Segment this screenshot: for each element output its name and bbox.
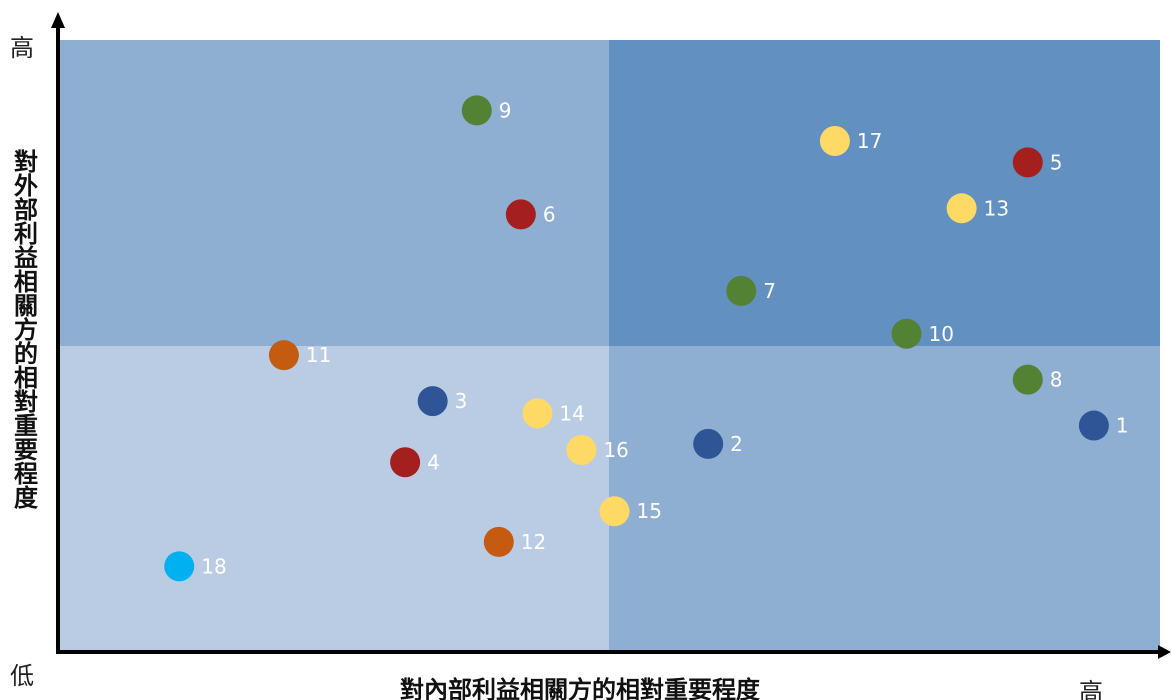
quadrant-top-left [58, 40, 609, 346]
point-marker [390, 447, 420, 477]
data-point-1: 1 [1079, 411, 1129, 441]
point-label: 4 [427, 450, 440, 474]
data-point-5: 5 [1013, 147, 1063, 177]
y-axis-arrow-icon [51, 12, 65, 28]
x-axis-arrow-icon [1158, 645, 1171, 659]
point-marker [1013, 147, 1043, 177]
quadrant-bottom-right [609, 346, 1160, 652]
point-label: 9 [499, 98, 512, 122]
point-marker [1013, 365, 1043, 395]
point-marker [726, 276, 756, 306]
point-marker [566, 435, 596, 465]
y-axis-low-label: 低 [10, 662, 34, 690]
point-marker [1079, 411, 1109, 441]
point-marker [892, 319, 922, 349]
point-label: 16 [603, 438, 628, 462]
quadrant-bottom-left [58, 346, 609, 652]
point-label: 12 [521, 530, 546, 554]
point-label: 6 [543, 202, 556, 226]
data-point-7: 7 [726, 276, 776, 306]
data-point-3: 3 [418, 386, 468, 416]
quadrant-top-right [609, 40, 1160, 346]
point-marker [522, 398, 552, 428]
point-marker [269, 340, 299, 370]
point-label: 5 [1050, 150, 1063, 174]
point-marker [947, 193, 977, 223]
y-axis-title: 對外部利益相關方的相對重要程度 [14, 148, 39, 512]
point-label: 17 [857, 129, 882, 153]
point-label: 18 [201, 554, 226, 578]
point-marker [418, 386, 448, 416]
point-marker [600, 496, 630, 526]
point-label: 11 [306, 343, 331, 367]
point-label: 7 [763, 279, 776, 303]
point-marker [506, 199, 536, 229]
data-point-2: 2 [693, 429, 743, 459]
point-label: 14 [559, 401, 584, 425]
x-axis-high-label: 高 [1079, 678, 1103, 700]
x-axis-title: 對內部利益相關方的相對重要程度 [400, 676, 761, 700]
point-marker [693, 429, 723, 459]
data-point-4: 4 [390, 447, 440, 477]
point-label: 15 [637, 499, 662, 523]
point-label: 3 [455, 389, 468, 413]
point-label: 13 [984, 196, 1009, 220]
point-label: 2 [730, 432, 743, 456]
point-marker [820, 126, 850, 156]
data-point-8: 8 [1013, 365, 1063, 395]
point-label: 8 [1050, 368, 1063, 392]
point-marker [462, 95, 492, 125]
point-marker [484, 527, 514, 557]
point-label: 1 [1116, 414, 1129, 438]
point-label: 10 [929, 322, 954, 346]
point-marker [164, 551, 194, 581]
data-point-9: 9 [462, 95, 512, 125]
data-point-6: 6 [506, 199, 556, 229]
y-axis-high-label: 高 [10, 34, 34, 62]
